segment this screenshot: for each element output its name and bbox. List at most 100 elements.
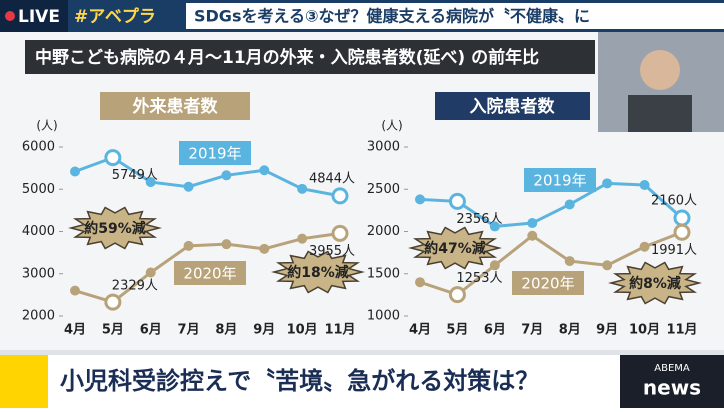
marker — [221, 170, 232, 181]
marker — [70, 166, 80, 177]
value-label: 2356人 — [456, 212, 502, 227]
caption: 小児科受診控えで〝苦境〟急がれる対策は？ — [60, 367, 539, 395]
marker — [602, 178, 613, 189]
marker — [415, 194, 425, 205]
series-label-box — [524, 168, 596, 192]
x-tick-label: 7月 — [178, 323, 200, 338]
series-label-box — [512, 271, 584, 295]
marker — [602, 260, 613, 271]
marker — [145, 267, 156, 278]
x-tick-label: 8月 — [215, 323, 237, 338]
x-tick-label: 11月 — [666, 323, 697, 338]
marker — [564, 199, 575, 210]
annotation: 約8%減 — [629, 275, 681, 292]
marker — [183, 181, 194, 192]
marker — [331, 224, 349, 242]
marker — [527, 230, 538, 241]
logo-name: news — [643, 376, 701, 400]
y-tick-label: 6000 — [22, 140, 55, 155]
chart-title: 外来患者数 — [133, 96, 219, 117]
series-label-box — [174, 261, 246, 285]
y-tick-label: 2000 — [367, 224, 400, 239]
marker — [331, 187, 349, 205]
panel-title-box — [25, 40, 595, 74]
series-label: 2019年 — [188, 145, 241, 163]
marker — [448, 286, 466, 304]
x-tick-label: 6月 — [140, 323, 162, 338]
marker — [489, 260, 500, 271]
marker — [297, 233, 308, 244]
marker — [104, 149, 122, 167]
y-tick-label: 4000 — [22, 224, 55, 239]
marker — [297, 183, 308, 194]
caption-icon — [0, 355, 48, 408]
marker — [639, 241, 650, 252]
value-label: 5749人 — [112, 168, 158, 183]
y-tick-label: 5000 — [22, 182, 55, 197]
x-tick-label: 9月 — [253, 323, 275, 338]
marker — [259, 165, 270, 176]
marker — [448, 192, 466, 210]
annotation-burst — [408, 226, 502, 270]
marker — [639, 180, 650, 191]
chart-title: 入院患者数 — [470, 96, 556, 117]
y-tick-label: 2500 — [367, 182, 400, 197]
x-tick-label: 7月 — [521, 323, 543, 338]
annotation: 約18%減 — [287, 264, 349, 281]
presenter-head — [640, 50, 680, 90]
x-tick-label: 11月 — [324, 323, 355, 338]
marker — [145, 177, 156, 188]
value-label: 1253人 — [456, 271, 502, 286]
annotation-burst — [271, 250, 365, 294]
marker — [527, 218, 538, 229]
annotation: 約59%減 — [84, 220, 146, 237]
value-label: 1991人 — [651, 243, 697, 258]
marker — [673, 209, 691, 227]
x-tick-label: 5月 — [102, 323, 124, 338]
x-tick-label: 8月 — [559, 323, 581, 338]
y-tick-label: 2000 — [22, 309, 55, 324]
annotation-burst — [608, 261, 702, 305]
marker — [259, 243, 270, 254]
series-label: 2020年 — [183, 265, 236, 283]
x-tick-label: 4月 — [409, 323, 431, 338]
headline: SDGsを考える③なぜ？健康支える病院が〝不健康〟に — [194, 7, 590, 26]
chart-title-box — [100, 92, 250, 120]
marker — [70, 285, 80, 296]
annotation: 約47%減 — [424, 240, 486, 257]
y-unit: (人) — [381, 119, 402, 133]
marker — [104, 293, 122, 311]
marker — [564, 256, 575, 267]
marker — [415, 277, 425, 288]
hashtag: #アベプラ — [74, 6, 156, 27]
y-unit: (人) — [36, 119, 57, 133]
value-label: 3955人 — [309, 244, 355, 259]
y-tick-label: 1500 — [367, 266, 400, 281]
marker — [673, 223, 691, 241]
x-tick-label: 6月 — [484, 323, 506, 338]
live-dot — [5, 11, 15, 21]
x-tick-label: 4月 — [64, 323, 86, 338]
annotation-burst — [68, 206, 162, 250]
y-tick-label: 3000 — [367, 140, 400, 155]
headline-box — [186, 3, 724, 29]
value-label: 2160人 — [651, 193, 697, 208]
logo-brand: ABEMA — [654, 363, 690, 374]
y-tick-label: 1000 — [367, 309, 400, 324]
series-label: 2020年 — [521, 275, 574, 293]
marker — [489, 221, 500, 232]
panel-title: 中野こども病院の４月～11月の外来・入院患者数(延べ) の前年比 — [35, 47, 539, 68]
marker — [183, 240, 194, 251]
value-label: 4844人 — [309, 171, 355, 186]
presenter-body — [628, 95, 692, 132]
logo-box — [620, 355, 724, 408]
value-label: 2329人 — [112, 279, 158, 294]
chart-title-box — [435, 92, 590, 120]
x-tick-label: 10月 — [287, 323, 318, 338]
marker — [221, 239, 232, 250]
caption-bar — [0, 355, 724, 408]
series-label-box — [179, 141, 251, 165]
x-tick-label: 9月 — [596, 323, 618, 338]
x-tick-label: 10月 — [629, 323, 660, 338]
